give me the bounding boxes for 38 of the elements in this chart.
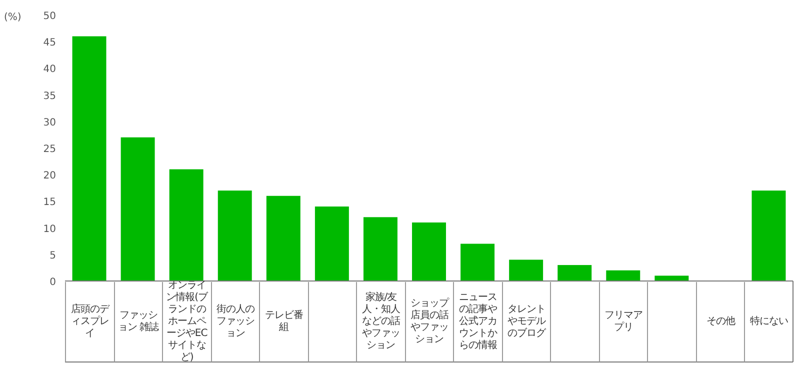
x-tick-label: オンライン情報(ブランドのホームページやECサイトなど) — [162, 280, 211, 363]
bar — [606, 270, 640, 281]
x-tick-label: フリマアプリ — [598, 282, 648, 362]
bar — [363, 217, 398, 281]
x-tick-label: 街の人のファッション — [210, 282, 260, 362]
x-tick-label: 店頭のディスプレイ — [65, 282, 114, 362]
y-tick-label: 30 — [43, 117, 56, 128]
bar — [314, 206, 349, 281]
bar — [558, 265, 592, 281]
y-tick-label: 15 — [43, 197, 56, 208]
bar — [460, 244, 495, 281]
x-tick-label: ファッション 雑誌 — [114, 282, 162, 362]
bar — [266, 196, 300, 281]
bar — [72, 36, 106, 281]
x-tick-label: その他 — [696, 282, 744, 362]
bar — [169, 169, 204, 281]
bar — [654, 276, 689, 281]
bar — [120, 137, 155, 281]
x-tick-label: ショップ店員の話やファッション — [404, 282, 454, 362]
y-tick-label: 0 — [50, 277, 56, 288]
y-tick-label: 5 — [50, 250, 56, 262]
y-tick-label: 20 — [43, 170, 56, 182]
y-tick-label: 40 — [43, 64, 56, 76]
y-tick-label: 25 — [43, 144, 56, 155]
y-tick-label: 35 — [43, 90, 56, 102]
x-tick-label: タレントやモデルのブログ — [502, 282, 550, 362]
y-axis-title: (%) — [4, 12, 22, 23]
x-tick-label: 家族/友人・知人などの話やファッション — [356, 282, 405, 362]
bar — [412, 222, 446, 281]
y-tick-label: 45 — [43, 38, 56, 49]
y-tick-label: 10 — [43, 224, 56, 235]
x-tick-label: ニュースの記事や公式アカウントからの情報 — [453, 282, 502, 362]
bar — [218, 190, 252, 281]
x-tick-label: テレビ番組 — [259, 282, 308, 362]
bar — [509, 260, 544, 281]
x-tick-label: 特にない — [744, 282, 793, 362]
bar — [752, 190, 786, 281]
y-tick-label: 50 — [43, 11, 56, 22]
